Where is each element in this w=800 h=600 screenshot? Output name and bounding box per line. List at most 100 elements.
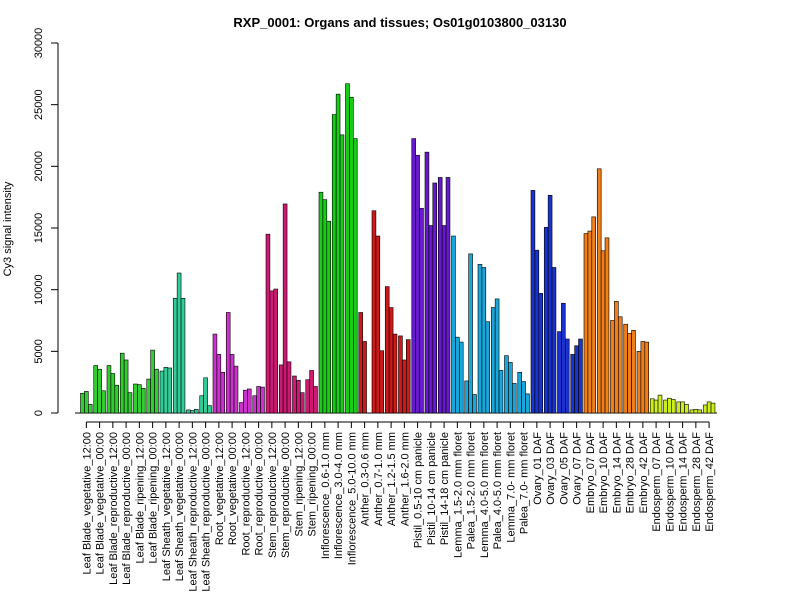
x-tick-label: Lemma_1.5-2.0 mm floret xyxy=(452,432,464,558)
x-tick-label: Anther_1.2-1.5 mm xyxy=(386,432,398,526)
bar xyxy=(494,298,500,414)
bar xyxy=(352,138,358,414)
bar xyxy=(663,399,668,414)
bar xyxy=(614,301,619,414)
bar xyxy=(247,388,252,414)
y-tick-label: 30000 xyxy=(33,28,45,59)
bar xyxy=(141,388,146,414)
bar xyxy=(358,312,363,414)
x-tick-label: Stem_reproductive_12:00 xyxy=(267,432,279,558)
bar xyxy=(313,386,318,414)
bar xyxy=(345,83,350,414)
x-tick-label: Leaf Sheath_reproductive_00:00 xyxy=(201,432,213,592)
bar xyxy=(521,381,526,414)
bar xyxy=(119,352,125,414)
bar xyxy=(176,272,182,414)
x-tick-label: Stem_reproductive_00:00 xyxy=(280,432,292,558)
bar xyxy=(574,345,579,414)
bar xyxy=(371,210,377,414)
y-tick-label: 20000 xyxy=(33,151,45,182)
bar xyxy=(578,338,583,414)
x-tick-label: Ovary_07 DAF xyxy=(572,432,584,505)
bar xyxy=(689,409,695,414)
x-tick-label: Root_vegetative_00:00 xyxy=(227,432,239,545)
x-tick-label: Ovary_01 DAF xyxy=(532,432,544,505)
bar xyxy=(225,312,231,414)
bar xyxy=(649,398,655,414)
bar xyxy=(445,177,451,414)
x-tick-label: Leaf Blade_vegetative_12:00 xyxy=(81,432,93,575)
bar xyxy=(490,307,496,414)
x-tick-label: Endosperm_14 DAF xyxy=(678,432,690,532)
y-tick-label: 0 xyxy=(33,410,45,416)
bar xyxy=(220,371,226,414)
x-tick-label: Pistil_10-14 cm panicle xyxy=(426,432,438,545)
bar xyxy=(97,368,102,414)
bar xyxy=(326,220,331,414)
bar xyxy=(530,190,536,414)
bar xyxy=(604,237,610,414)
bar xyxy=(477,264,483,414)
x-tick-label: Inflorescence_0.6-1.0 mm xyxy=(320,432,332,559)
x-tick-label: Ovary_05 DAF xyxy=(558,432,570,505)
bar xyxy=(596,168,602,414)
bars xyxy=(75,83,717,414)
bar xyxy=(676,401,681,414)
x-tick-label: Anther_0.7-1.0 mm xyxy=(373,432,385,526)
bar xyxy=(318,191,324,414)
bar xyxy=(243,389,248,414)
bar xyxy=(644,341,649,414)
bar xyxy=(411,138,416,414)
bar xyxy=(525,393,530,414)
bar xyxy=(564,338,570,414)
x-tick-label: Endosperm_42 DAF xyxy=(704,432,716,532)
bar xyxy=(286,361,292,414)
bar xyxy=(570,354,575,414)
x-tick-label: Inflorescence_3.0-4.0 mm xyxy=(333,432,345,559)
bar xyxy=(278,364,284,414)
bar xyxy=(485,321,490,414)
x-tick-label: Leaf Blade_ripening_00:00 xyxy=(148,432,160,564)
bar xyxy=(511,383,517,414)
y-axis: 0 5000 10000 15000 20000 25000 30000 xyxy=(33,28,59,416)
bar xyxy=(627,333,632,414)
x-tick-label: Ovary_03 DAF xyxy=(545,432,557,505)
bar xyxy=(432,182,437,414)
x-tick-label: Leaf Sheath_vegetative_12:00 xyxy=(161,432,173,581)
bar xyxy=(684,404,689,414)
y-axis-label: Cy3 signal intensity xyxy=(2,181,14,276)
bar xyxy=(101,390,106,414)
bar xyxy=(547,195,553,414)
bar xyxy=(349,96,354,414)
bar xyxy=(610,320,615,414)
bar xyxy=(419,207,424,414)
bar xyxy=(331,114,337,414)
bar xyxy=(375,235,381,414)
x-axis-labels: Leaf Blade_vegetative_12:00 Leaf Blade_ve… xyxy=(81,421,716,592)
bar xyxy=(233,365,239,414)
bar xyxy=(534,249,540,414)
bar xyxy=(146,378,151,414)
bar xyxy=(106,365,112,414)
bar xyxy=(80,392,85,414)
chart-title: RXP_0001: Organs and tissues; Os01g01038… xyxy=(233,15,566,30)
bar xyxy=(292,375,297,414)
bar xyxy=(402,359,407,414)
bar xyxy=(256,386,261,414)
x-tick-label: Embryo_28 DAF xyxy=(625,432,637,514)
bar xyxy=(309,370,314,414)
bar xyxy=(163,367,169,414)
x-tick-label: Pistil_14-18 cm panicle xyxy=(439,432,451,545)
x-tick-label: Endosperm_07 DAF xyxy=(651,432,663,532)
x-tick-label: Leaf Sheath_vegetative_00:00 xyxy=(174,432,186,581)
x-tick-label: Palea_7.0- mm floret xyxy=(519,432,531,534)
bar xyxy=(172,297,178,414)
x-tick-label: Palea_4.0-5.0 mm floret xyxy=(492,432,504,549)
bar xyxy=(137,384,142,414)
x-tick-label: Embryo_10 DAF xyxy=(598,432,610,514)
bar xyxy=(203,377,208,414)
bar xyxy=(239,402,244,414)
bar xyxy=(212,333,218,414)
bar xyxy=(464,380,469,414)
